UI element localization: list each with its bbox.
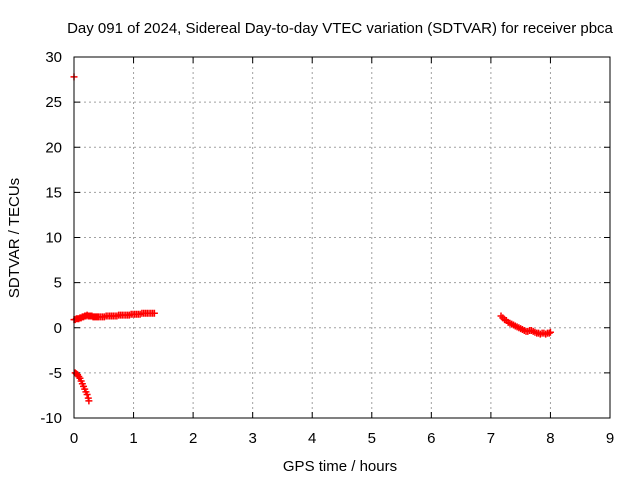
data-point-marker xyxy=(545,329,553,337)
axis-ticks: 0 1 2 3 4 5 6 7 8 9 -10 -5 0 5 10 15 20 25 30 xyxy=(40,49,614,447)
x-tick-label: 5 xyxy=(368,430,376,447)
x-axis-label: GPS time / hours xyxy=(283,458,397,475)
data-point-marker xyxy=(83,391,91,399)
x-tick-label: 7 xyxy=(487,430,495,447)
x-tick-label: 6 xyxy=(427,430,435,447)
plot-frame xyxy=(73,56,611,419)
y-tick-label: 0 xyxy=(54,320,62,337)
x-tick-label: 0 xyxy=(70,430,78,447)
y-tick-label: 30 xyxy=(45,49,62,66)
y-axis-label: SDTVAR / TECUs xyxy=(6,178,23,298)
x-tick-label: 4 xyxy=(308,430,316,447)
y-tick-label: 5 xyxy=(54,275,62,292)
data-point-marker xyxy=(85,397,93,405)
y-tick-label: 10 xyxy=(45,230,62,247)
data-point-marker xyxy=(150,309,158,317)
y-tick-label: 25 xyxy=(45,94,62,111)
chart-title: Day 091 of 2024, Sidereal Day-to-day VTE… xyxy=(67,20,613,37)
x-tick-label: 2 xyxy=(189,430,197,447)
y-tick-label: 15 xyxy=(45,184,62,201)
x-tick-label: 9 xyxy=(606,430,614,447)
x-tick-label: 3 xyxy=(248,430,256,447)
y-tick-label: 20 xyxy=(45,139,62,156)
x-tick-label: 8 xyxy=(546,430,554,447)
y-tick-label: -10 xyxy=(40,410,62,427)
x-tick-label: 1 xyxy=(129,430,137,447)
data-point-marker xyxy=(546,328,554,336)
y-tick-label: -5 xyxy=(49,365,62,382)
data-points xyxy=(70,73,554,405)
grid-lines xyxy=(74,57,610,418)
